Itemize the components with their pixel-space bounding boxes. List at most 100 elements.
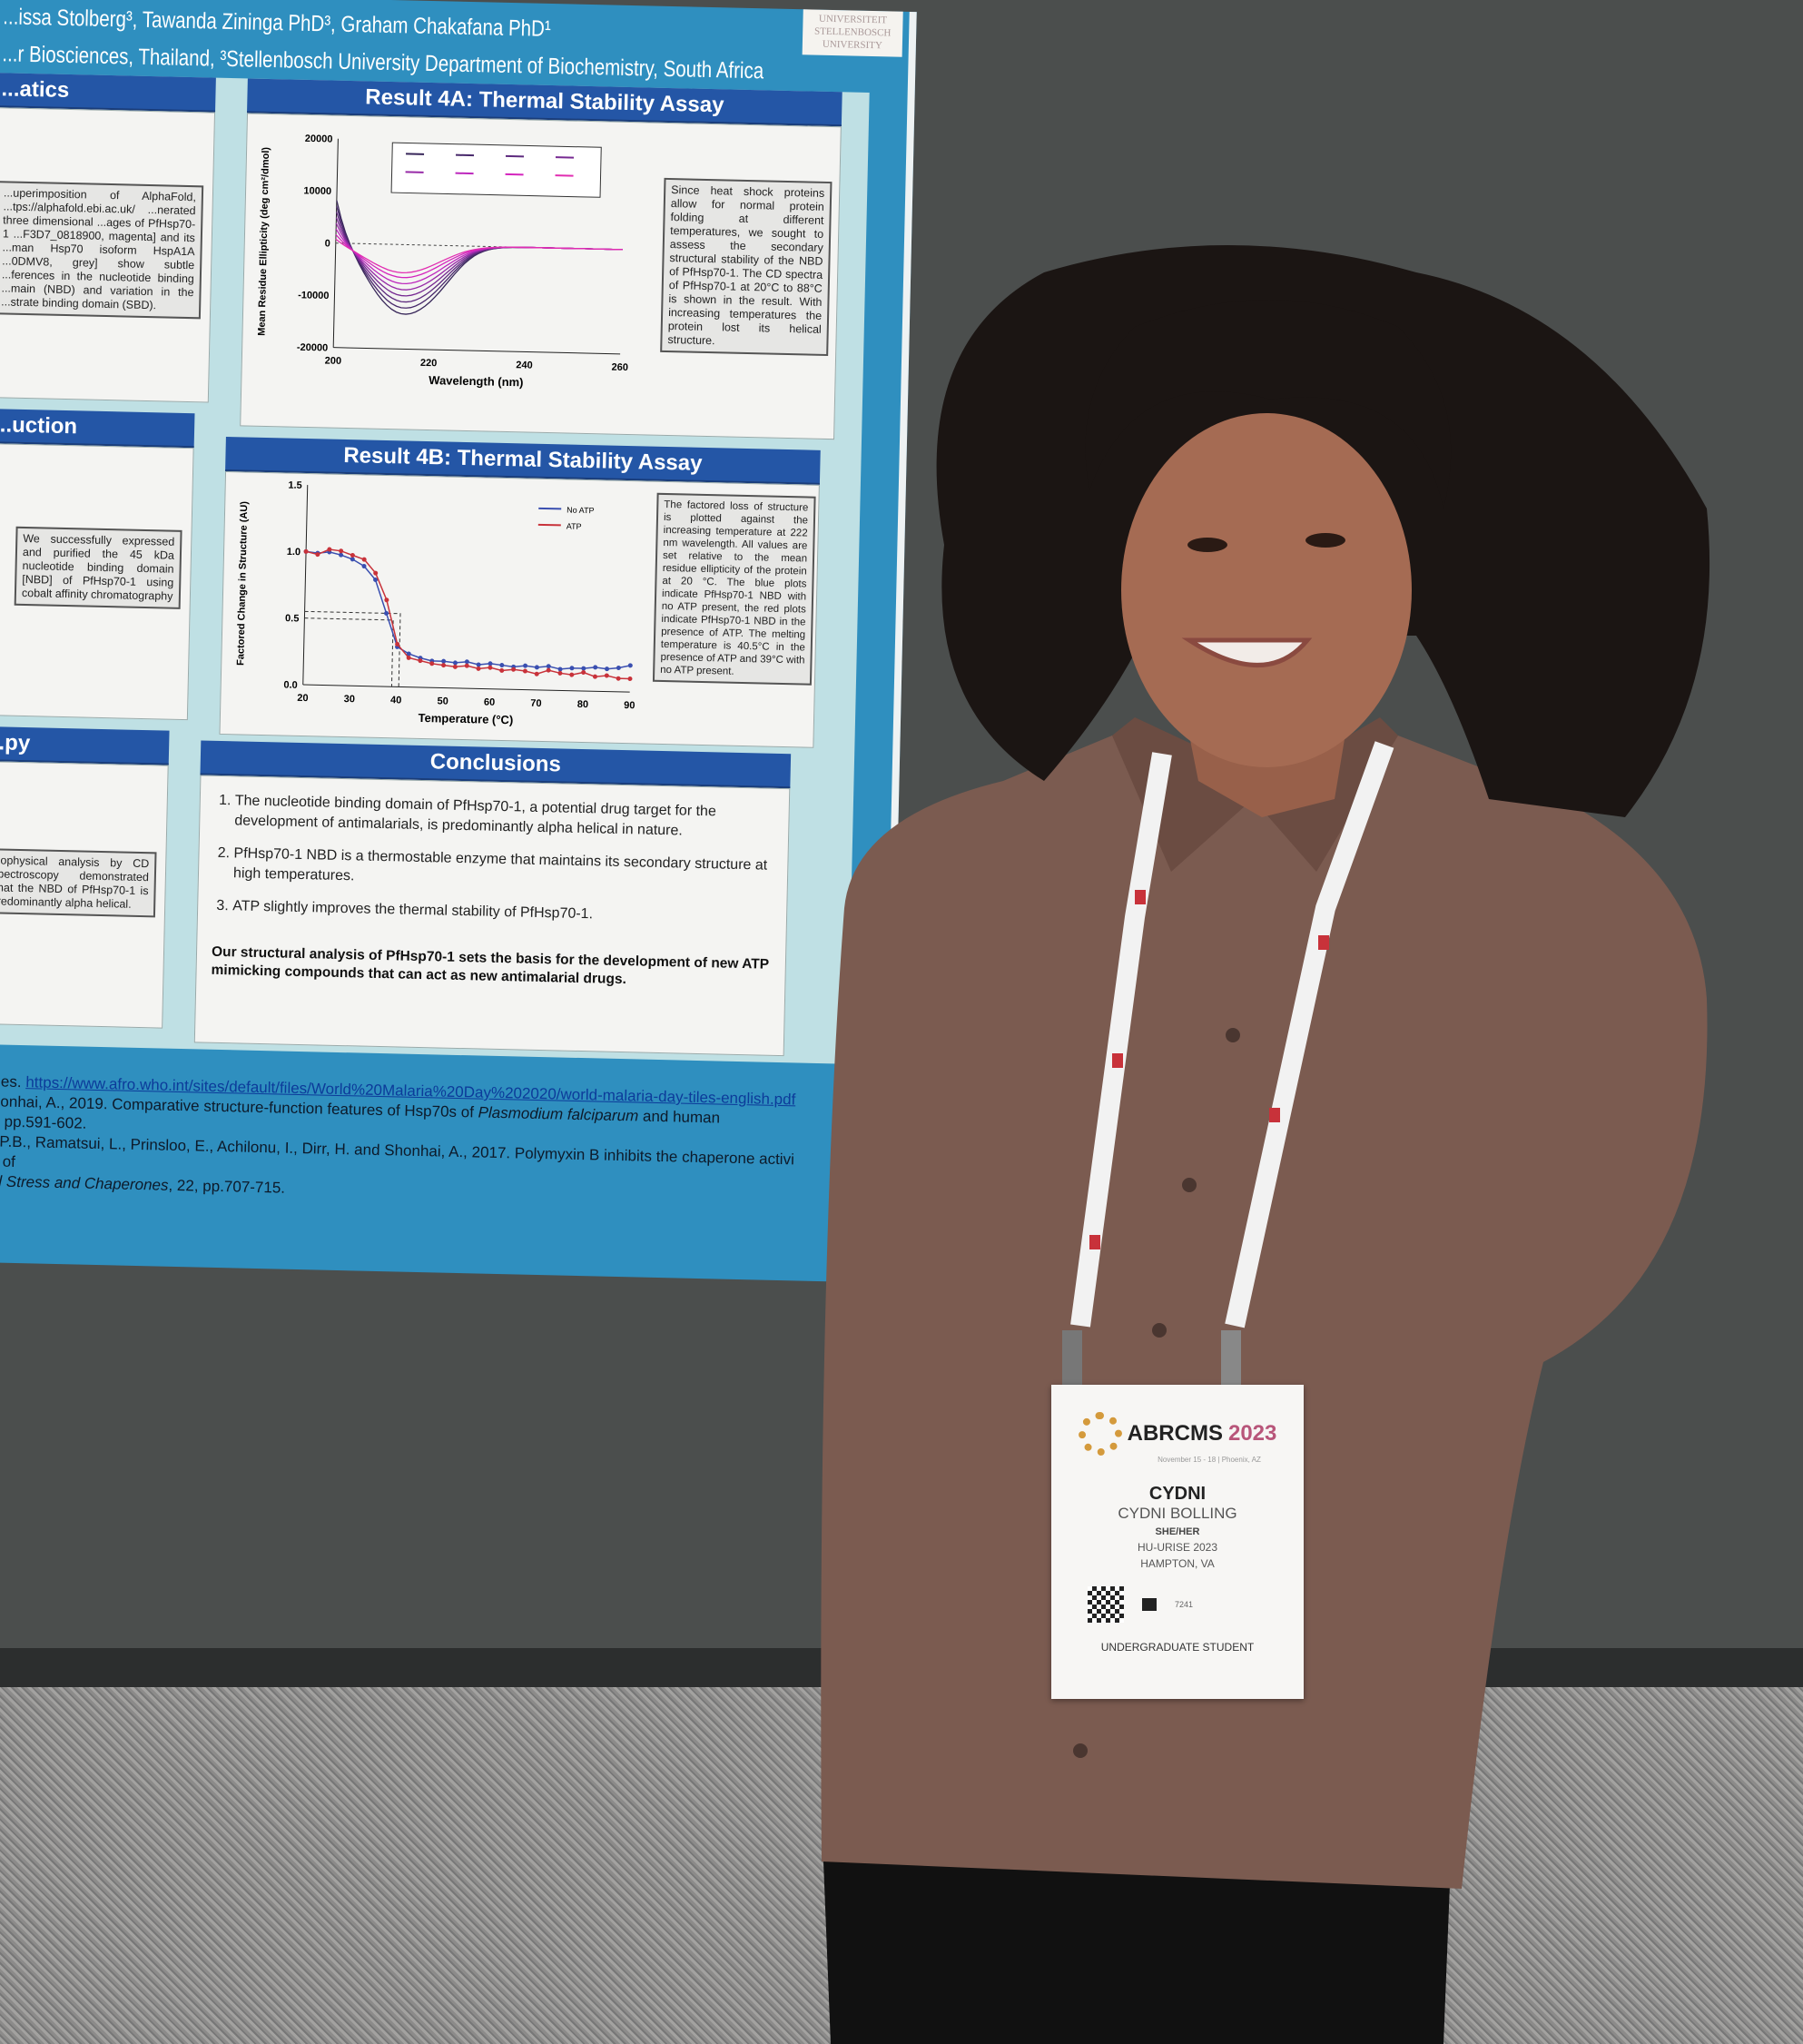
data-point bbox=[361, 557, 367, 562]
data-point bbox=[395, 641, 400, 647]
data-point bbox=[476, 666, 481, 671]
y-tick-label: 0 bbox=[325, 238, 330, 249]
data-point bbox=[522, 668, 527, 674]
data-point bbox=[511, 667, 517, 672]
data-point bbox=[464, 659, 469, 665]
data-point bbox=[534, 671, 539, 676]
y-axis-label: Mean Residue Ellipticity (deg cm²/dmol) bbox=[256, 147, 271, 336]
x-tick-label: 40 bbox=[390, 695, 402, 706]
x-tick-label: 200 bbox=[325, 355, 342, 366]
data-point bbox=[557, 667, 563, 672]
research-poster: ...issa Stolberg³, Tawanda Zininga PhD³,… bbox=[0, 0, 917, 1283]
data-point bbox=[384, 610, 389, 616]
x-tick-label: 220 bbox=[420, 358, 438, 369]
badge-role: UNDERGRADUATE STUDENT bbox=[1100, 1641, 1255, 1654]
data-point bbox=[534, 665, 539, 670]
data-point bbox=[546, 667, 551, 673]
badge-first-name: CYDNI bbox=[1148, 1484, 1207, 1504]
data-point bbox=[476, 662, 481, 667]
poster-body: ...atics ...uperimposition of AlphaFold,… bbox=[0, 72, 870, 1064]
right-eye bbox=[1305, 533, 1345, 548]
badge-dates: November 15 - 18 | Phoenix, AZ bbox=[1158, 1456, 1261, 1464]
data-point bbox=[452, 660, 458, 666]
legend-swatch bbox=[537, 523, 561, 527]
qr-code-icon bbox=[1088, 1586, 1124, 1623]
x-tick-label: 90 bbox=[624, 700, 635, 711]
data-point bbox=[627, 676, 633, 682]
badge-pronouns: SHE/HER bbox=[1155, 1526, 1200, 1537]
data-point bbox=[581, 669, 586, 675]
data-point bbox=[441, 658, 447, 664]
data-point bbox=[350, 552, 355, 558]
y-tick-label: -20000 bbox=[297, 342, 329, 354]
data-point bbox=[441, 663, 447, 668]
data-point bbox=[569, 672, 575, 677]
bangs bbox=[1085, 300, 1452, 509]
abrcms-logo-icon bbox=[1078, 1412, 1122, 1456]
data-point bbox=[604, 673, 609, 678]
legend-label: ATP bbox=[567, 522, 582, 531]
x-tick-label: 80 bbox=[577, 699, 589, 710]
data-point bbox=[464, 663, 469, 668]
data-point bbox=[373, 570, 379, 576]
y-tick-label: 0.5 bbox=[285, 613, 300, 624]
lanyard-logos bbox=[1089, 890, 1329, 1249]
name-badge: ABRCMS 2023 November 15 - 18 | Phoenix, … bbox=[1051, 1385, 1304, 1699]
badge-location: HAMPTON, VA bbox=[1140, 1557, 1215, 1570]
cd-spectra-chart: 200 220 240 260 20000 10000 0 -10000 -20000 Wavel… bbox=[256, 133, 628, 390]
data-point bbox=[581, 666, 586, 671]
melting-temp-guide bbox=[304, 610, 401, 687]
x-tick-label: 60 bbox=[484, 697, 496, 708]
data-point bbox=[384, 597, 389, 603]
y-tick-label: 20000 bbox=[305, 133, 333, 145]
data-point bbox=[488, 661, 493, 667]
badge-code: 7241 bbox=[1175, 1600, 1194, 1609]
x-tick-label: 240 bbox=[516, 360, 533, 370]
zero-line bbox=[335, 242, 623, 251]
x-axis-label: Wavelength (nm) bbox=[429, 373, 524, 389]
data-point bbox=[499, 663, 505, 668]
legend-box bbox=[390, 142, 602, 198]
x-axis-label: Temperature (°C) bbox=[418, 711, 513, 726]
shirt bbox=[821, 736, 1708, 1889]
cd-spectrum-line bbox=[335, 238, 623, 274]
y-axis-label: Factored Change in Structure (AU) bbox=[235, 501, 250, 666]
x-tick-label: 30 bbox=[344, 694, 356, 705]
data-point bbox=[616, 676, 621, 681]
y-tick-label: 0.0 bbox=[283, 680, 298, 691]
data-point bbox=[605, 667, 610, 672]
y-axis bbox=[302, 485, 309, 686]
data-point bbox=[327, 547, 332, 552]
data-point bbox=[557, 670, 563, 676]
data-point bbox=[627, 663, 633, 668]
data-point bbox=[406, 651, 411, 657]
badge-full-name: CYDNI BOLLING bbox=[1118, 1505, 1237, 1522]
data-point bbox=[569, 666, 575, 671]
x-axis bbox=[302, 684, 630, 693]
badge-event: ABRCMS bbox=[1127, 1421, 1223, 1446]
badge-year: 2023 bbox=[1227, 1421, 1277, 1446]
y-tick-label: 1.0 bbox=[287, 547, 301, 558]
shirt-buttons bbox=[1073, 1028, 1240, 1758]
data-point bbox=[488, 665, 493, 670]
data-point bbox=[339, 548, 344, 554]
face bbox=[1121, 413, 1412, 767]
data-point bbox=[303, 548, 309, 554]
legend-label: No ATP bbox=[567, 506, 595, 516]
y-tick-label: 10000 bbox=[303, 185, 331, 197]
y-tick-label: 1.5 bbox=[288, 480, 302, 491]
data-point bbox=[499, 667, 505, 673]
data-point bbox=[418, 658, 423, 664]
lanyard bbox=[1070, 741, 1394, 1328]
x-tick-label: 20 bbox=[297, 693, 309, 704]
data-point bbox=[592, 674, 597, 679]
data-point bbox=[593, 665, 598, 670]
data-point bbox=[546, 664, 551, 669]
data-point bbox=[373, 577, 379, 582]
badge-program: HU-URISE 2023 bbox=[1137, 1541, 1218, 1554]
data-point bbox=[452, 664, 458, 669]
x-tick-label: 70 bbox=[530, 698, 542, 709]
data-point bbox=[350, 557, 355, 562]
badge-s-icon bbox=[1142, 1598, 1157, 1611]
